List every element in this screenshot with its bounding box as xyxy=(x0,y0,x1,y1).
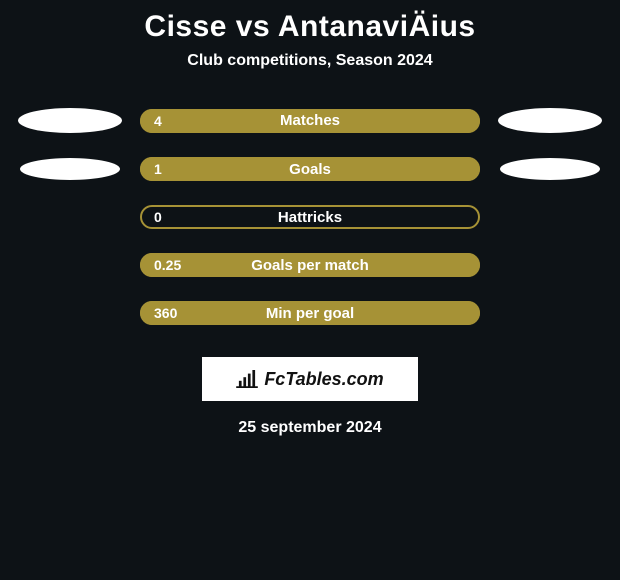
stat-row-matches: 4Matches xyxy=(0,108,620,133)
left-ellipse xyxy=(20,158,120,180)
page-title: Cisse vs AntanaviÄius xyxy=(144,10,475,44)
stat-bar: 0.25Goals per match xyxy=(140,253,480,277)
stat-rows: 4Matches 1Goals 0Hattricks 0.25Goals per ma… xyxy=(0,108,620,349)
stat-row-goals_per_match: 0.25Goals per match xyxy=(0,253,620,277)
footer-date: 25 september 2024 xyxy=(238,419,381,437)
stat-label: Goals per match xyxy=(140,257,480,274)
stat-label: Goals xyxy=(140,161,480,178)
bar-chart-icon xyxy=(236,370,258,388)
stat-label: Min per goal xyxy=(140,305,480,322)
stat-row-min_per_goal: 360Min per goal xyxy=(0,301,620,325)
right-ellipse xyxy=(498,108,602,133)
stat-bar: 4Matches xyxy=(140,109,480,133)
page-subtitle: Club competitions, Season 2024 xyxy=(187,52,432,70)
stat-bar: 0Hattricks xyxy=(140,205,480,229)
brand-logo: FcTables.com xyxy=(236,369,383,390)
stat-label: Hattricks xyxy=(140,209,480,226)
comparison-infographic: Cisse vs AntanaviÄius Club competitions,… xyxy=(0,0,620,580)
left-ellipse xyxy=(18,108,122,133)
stat-bar: 360Min per goal xyxy=(140,301,480,325)
brand-box: FcTables.com xyxy=(202,357,418,401)
right-ellipse xyxy=(500,158,600,180)
stat-row-goals: 1Goals xyxy=(0,157,620,181)
brand-text: FcTables.com xyxy=(264,369,383,390)
stat-row-hattricks: 0Hattricks xyxy=(0,205,620,229)
stat-bar: 1Goals xyxy=(140,157,480,181)
stat-label: Matches xyxy=(140,112,480,129)
